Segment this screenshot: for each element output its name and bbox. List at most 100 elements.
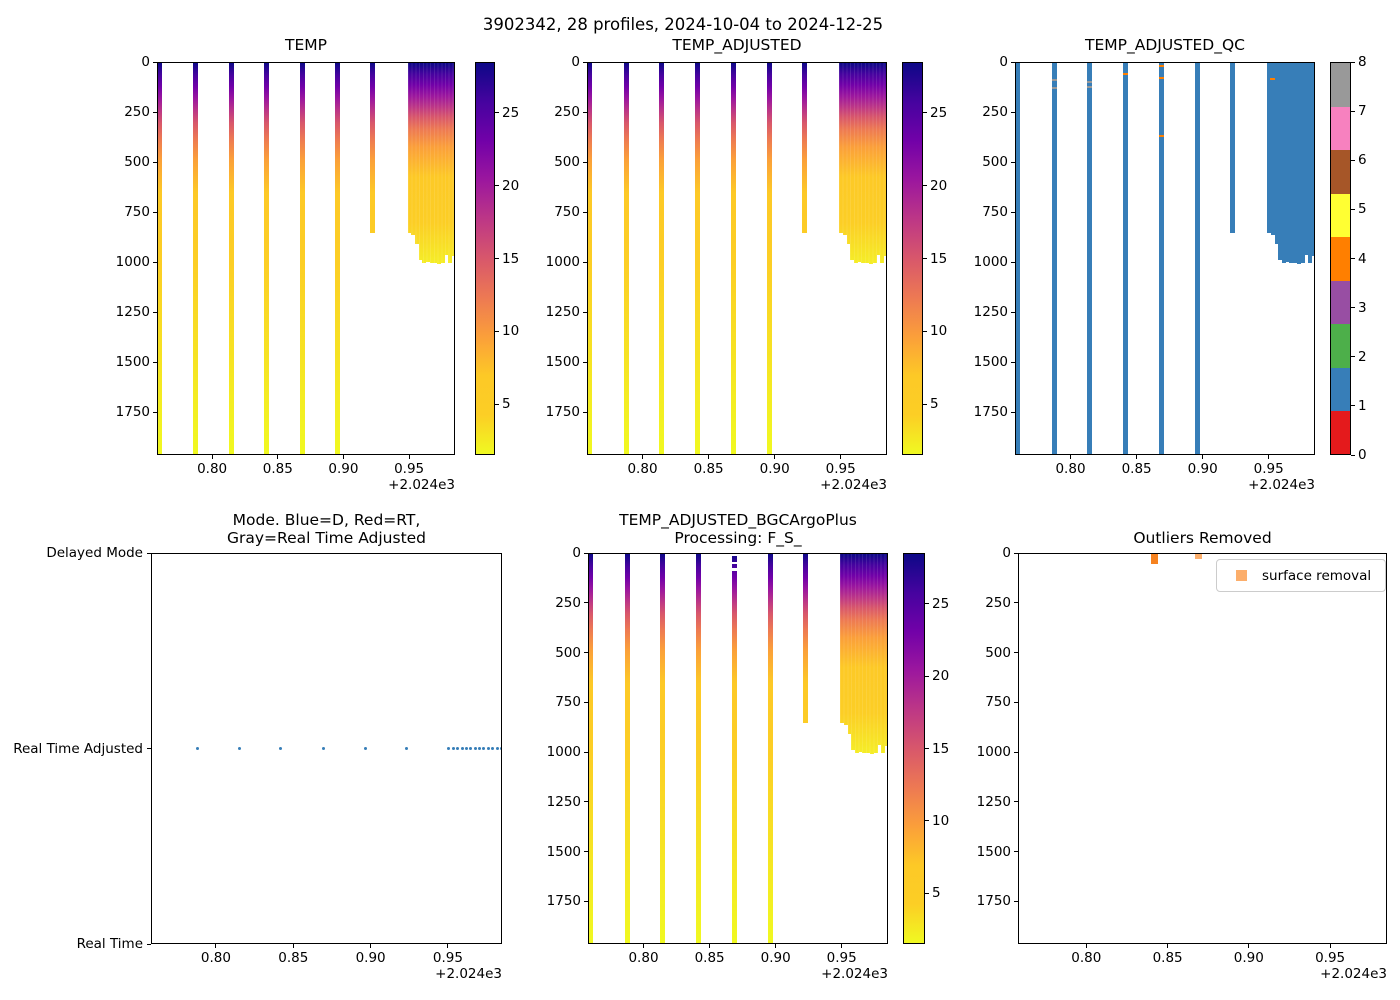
qc-profile-stripe [1051, 63, 1057, 454]
x-tick-mark [292, 944, 294, 948]
y-tick-mark [147, 943, 151, 945]
y-tick-mark [1014, 751, 1018, 753]
profile-stripe [158, 63, 162, 454]
block-column-texture [407, 63, 454, 264]
x-tick-label: 0.95 [1315, 950, 1346, 966]
y-tick-label: 500 [985, 644, 1011, 661]
x-tick-label: 0.95 [1253, 461, 1284, 477]
profile-block-column [872, 63, 877, 263]
profile-stripe [801, 63, 807, 233]
y-tick-label: 1000 [115, 254, 150, 270]
x-tick-label: 0.90 [355, 950, 386, 966]
y-tick-label: 250 [982, 104, 1008, 120]
y-tick-mark [153, 211, 157, 213]
colorbar-tick-mark [1351, 110, 1355, 112]
y-tick-label: 1250 [545, 304, 580, 320]
x-tick-mark [840, 455, 842, 459]
profile-block-column [879, 63, 884, 263]
y-tick-mark [1014, 701, 1018, 703]
profile-stripe [766, 63, 772, 454]
profile-block-column [854, 63, 859, 263]
qc-profile-stripe [1158, 63, 1164, 454]
block-column-texture [840, 554, 887, 754]
qc-colorbar-band [1331, 280, 1350, 325]
profile-block-column [858, 554, 863, 752]
y-tick-label: 1000 [976, 744, 1011, 760]
y-tick-mark [584, 602, 588, 604]
y-tick-label: 750 [985, 694, 1011, 711]
panel-temp-adjusted-qc-x-offset: +2.024e3 [1248, 477, 1315, 493]
x-tick-label: 0.95 [826, 950, 857, 966]
x-tick-label: 0.85 [262, 461, 293, 477]
qc-colorbar-band [1331, 236, 1350, 281]
profile-stripe [767, 554, 773, 943]
profile-block-column [840, 554, 845, 723]
mode-dot [321, 747, 325, 750]
profile-block-column [440, 63, 445, 263]
profile-block-column [883, 63, 886, 256]
x-tick-label: 0.85 [1152, 950, 1183, 966]
colorbar-tick-mark [925, 892, 929, 894]
qc-block-column [1278, 63, 1283, 260]
surface-removal-label: surface removal [1262, 567, 1372, 584]
y-tick-mark [584, 801, 588, 803]
colorbar-tick-label: 7 [1358, 103, 1367, 120]
panel-temp-adjusted-colorbar [902, 62, 923, 455]
qc-block-column [1307, 63, 1312, 263]
y-tick-mark [584, 552, 588, 554]
panel-bgc-colorbar [903, 553, 925, 944]
profile-block-column [866, 554, 871, 753]
colorbar-tick-label: 5 [1358, 201, 1367, 218]
y-tick-label: 1250 [115, 304, 150, 320]
y-tick-mark [584, 652, 588, 653]
x-tick-mark [709, 944, 711, 948]
qc-flag-mark [1087, 80, 1092, 83]
profile-stripe [263, 63, 269, 454]
y-tick-mark [1011, 311, 1015, 313]
outliers-legend: surface removal [1216, 559, 1386, 592]
y-tick-label: 750 [982, 204, 1008, 220]
profile-stripe [660, 554, 665, 943]
colorbar-tick-mark [1351, 61, 1355, 63]
profile-stripe [623, 63, 629, 454]
x-tick-mark [1248, 944, 1250, 948]
profile-block-column [857, 63, 862, 262]
x-tick-mark [342, 455, 344, 459]
profile-block-column [850, 63, 855, 260]
y-tick-label: 1750 [115, 404, 150, 420]
profile-block-column [862, 554, 867, 753]
qc-block-column [1300, 63, 1305, 263]
qc-block-column [1311, 63, 1314, 256]
profile-block-column [865, 63, 870, 263]
x-tick-label: 0.80 [197, 461, 228, 477]
profile-block-column [422, 63, 427, 263]
profile-block-column [418, 63, 423, 260]
profile-stripe [695, 554, 701, 943]
x-tick-mark [1085, 944, 1087, 948]
x-tick-label: 0.80 [627, 461, 658, 477]
colorbar-tick-mark [1351, 405, 1355, 407]
profile-block-column [846, 63, 851, 244]
qc-colorbar-band [1331, 149, 1350, 194]
colorbar-tick-label: 5 [502, 396, 511, 413]
y-tick-label: 500 [555, 644, 581, 661]
colorbar-tick-label: 25 [930, 104, 948, 121]
profile-block-column [851, 554, 856, 750]
colorbar-tick-mark [1351, 208, 1355, 210]
y-tick-label: 0 [1002, 545, 1011, 561]
y-tick-label: 1750 [976, 893, 1011, 910]
profile-stripe [193, 63, 199, 454]
qc-block-column [1289, 63, 1294, 263]
profile-block-column [873, 554, 878, 753]
y-tick-label: 1750 [973, 404, 1008, 420]
panel-mode-plot-area [151, 553, 502, 944]
x-tick-mark [643, 944, 644, 948]
profile-stripe [588, 63, 592, 454]
x-tick-mark [370, 944, 372, 948]
profile-block-column [847, 554, 852, 735]
y-tick-mark [583, 211, 587, 213]
colorbar-tick-label: 2 [1358, 348, 1367, 365]
panel-temp-adjusted-qc-title: TEMP_ADJUSTED_QC [1085, 36, 1245, 54]
profile-block-column [861, 63, 866, 263]
y-tick-mark [1014, 652, 1018, 653]
